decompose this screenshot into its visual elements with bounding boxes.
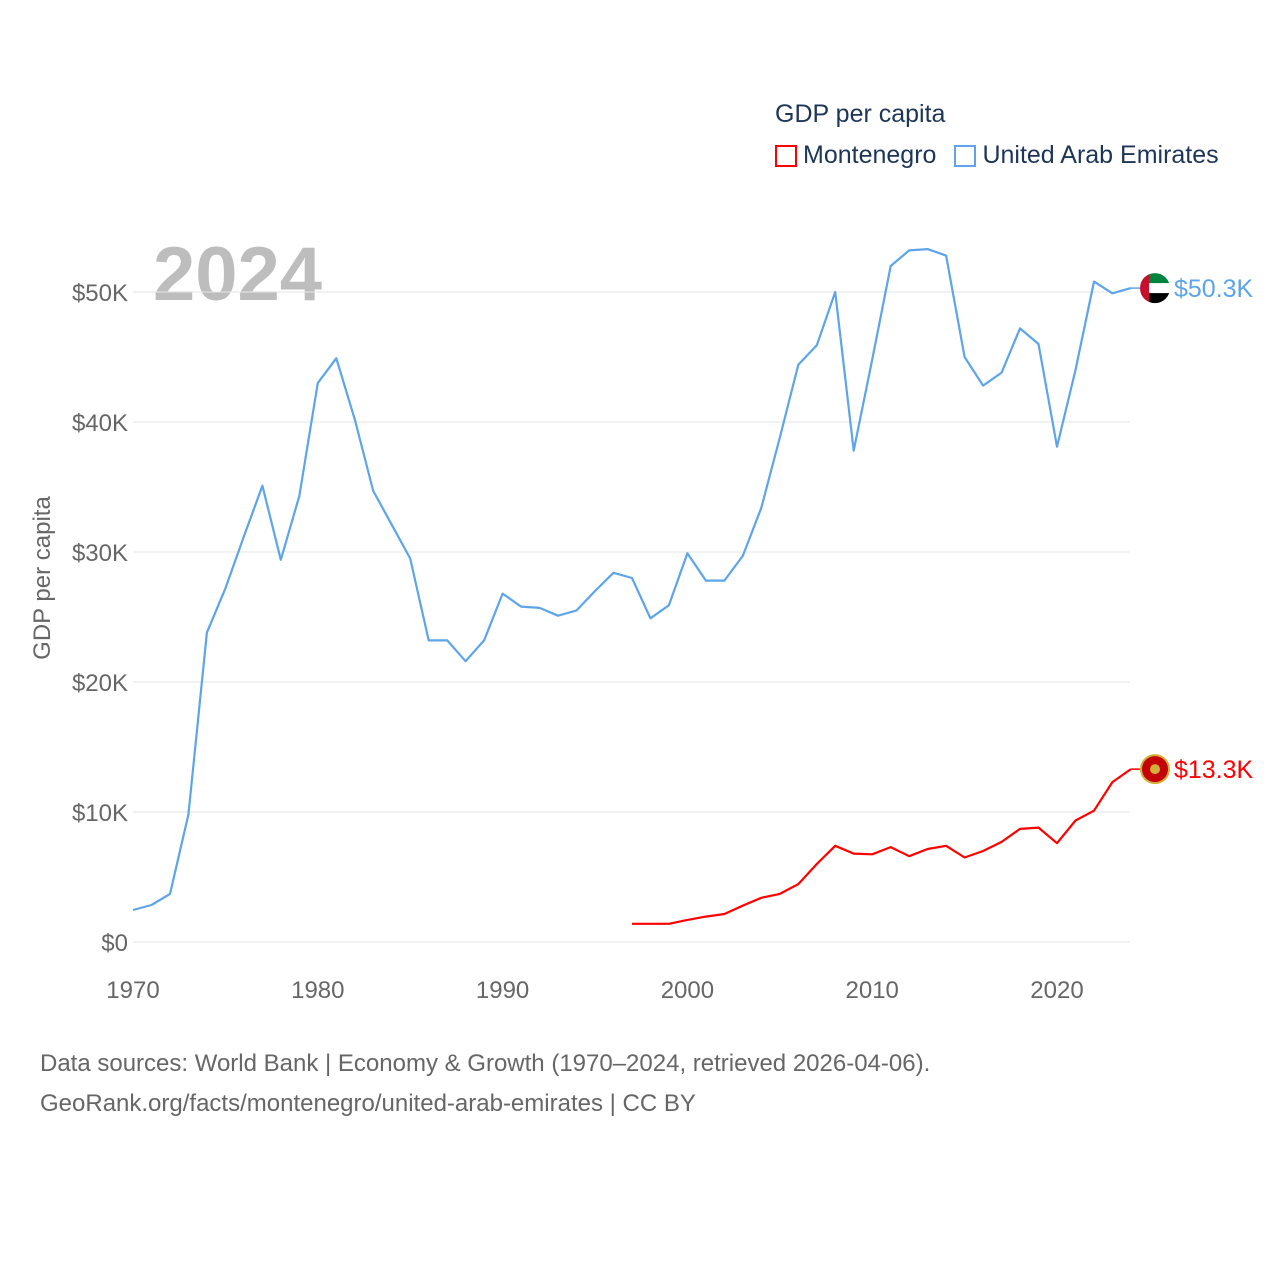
x-tick-label: 2010 <box>846 977 899 1004</box>
legend-label-montenegro: Montenegro <box>803 141 937 169</box>
year-label: 2024 <box>153 232 322 317</box>
y-tick-label: $50K <box>72 280 128 307</box>
series-line-montenegro <box>632 768 1132 925</box>
y-tick-label: $20K <box>72 670 128 697</box>
montenegro-flag-emblem <box>1150 764 1160 775</box>
y-axis-label: GDP per capita <box>29 496 56 660</box>
x-tick-label: 2000 <box>661 977 714 1004</box>
legend-item-uae[interactable]: United Arab Emirates <box>954 141 1219 170</box>
legend-swatch-uae <box>954 144 977 167</box>
series-line-uae <box>132 248 1132 912</box>
y-tick-label: $0 <box>101 930 128 957</box>
footer-sources: Data sources: World Bank | Economy & Gro… <box>40 1050 931 1077</box>
x-tick-label: 1970 <box>106 977 159 1004</box>
legend-item-montenegro[interactable]: Montenegro <box>775 141 936 170</box>
legend-label-uae: United Arab Emirates <box>982 141 1219 169</box>
footer-link[interactable]: GeoRank.org/facts/montenegro/united-arab… <box>40 1090 696 1117</box>
y-tick-label: $10K <box>72 800 128 827</box>
y-tick-label: $40K <box>72 410 128 437</box>
legend-swatch-montenegro <box>775 144 797 167</box>
footer: Data sources: World Bank | Economy & Gro… <box>40 1044 930 1124</box>
x-tick-label: 2020 <box>1030 977 1083 1004</box>
end-value-label: $50.3K <box>1174 275 1254 303</box>
legend-title: GDP per capita <box>775 100 946 128</box>
x-tick-label: 1990 <box>476 977 529 1004</box>
y-tick-label: $30K <box>72 540 128 567</box>
legend: GDP per capita Montenegro United Arab Em… <box>775 100 1219 170</box>
x-tick-label: 1980 <box>291 977 344 1004</box>
end-value-label: $13.3K <box>1174 756 1254 784</box>
uae-flag-icon <box>1140 273 1170 304</box>
